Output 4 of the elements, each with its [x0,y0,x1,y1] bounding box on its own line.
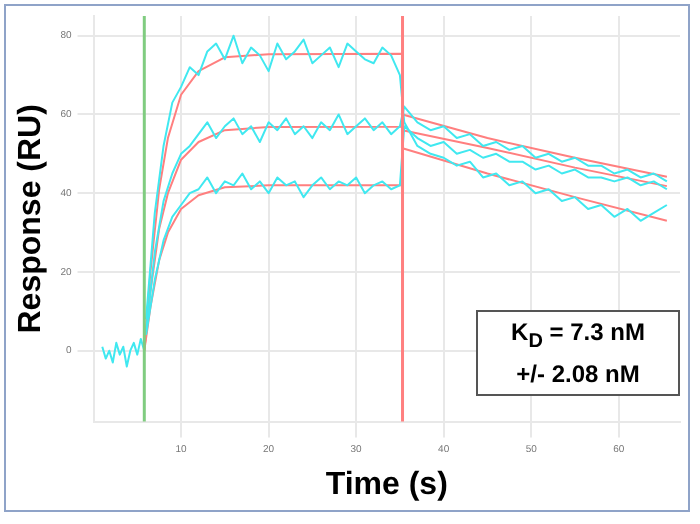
x-axis-title: Time (s) [325,467,448,502]
y-axis-title: Response (RU) [14,104,49,334]
annotation: +/- 2.08 nM [514,358,642,391]
annotation: K$_{D}$ = 7.3 nM [509,316,647,357]
